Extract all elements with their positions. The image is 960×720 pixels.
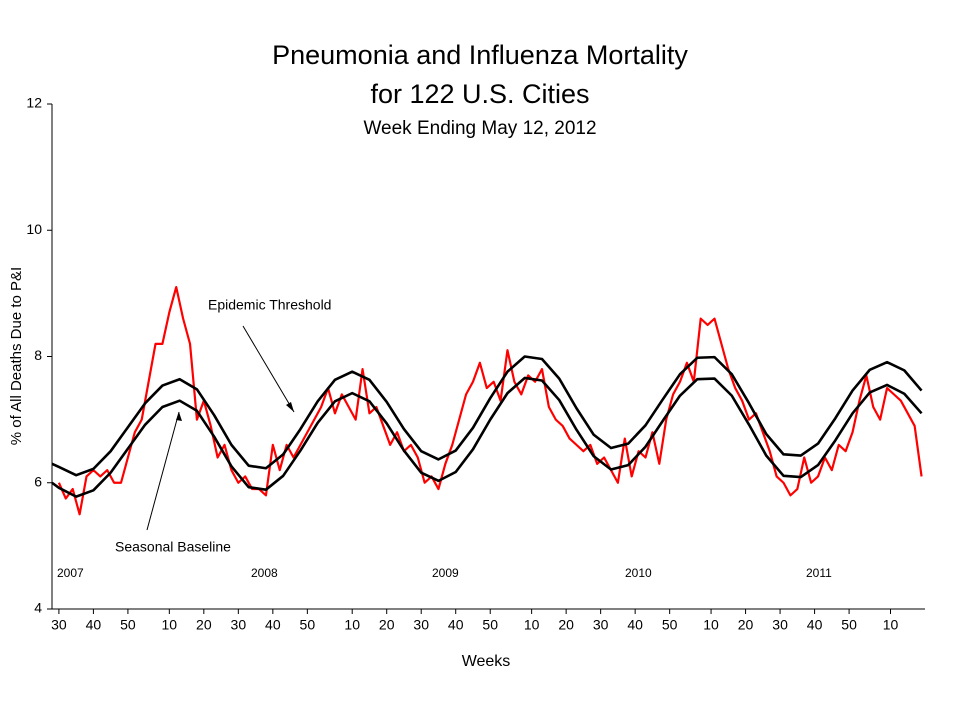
annotation: Epidemic Threshold bbox=[208, 297, 331, 313]
year-label: 2008 bbox=[251, 566, 278, 580]
annotation-arrow bbox=[242, 325, 295, 413]
x-tick-label: 40 bbox=[265, 617, 281, 633]
x-tick-label: 30 bbox=[772, 617, 788, 633]
x-tick-label: 30 bbox=[593, 617, 609, 633]
plot-area: 4 6 8 10 12 30 40 50 10 20 30 40 50 10 20 30 40 50 10 20 30 4… bbox=[26, 95, 923, 633]
y-tick-label: 10 bbox=[26, 221, 42, 237]
x-tick-label: 30 bbox=[231, 617, 247, 633]
x-tick-label: 40 bbox=[448, 617, 464, 633]
x-tick-label: 40 bbox=[627, 617, 643, 633]
y-tick-label: 8 bbox=[34, 347, 42, 363]
year-label: 2011 bbox=[806, 566, 832, 580]
x-tick-label: 30 bbox=[413, 617, 429, 633]
annotation-arrowhead bbox=[176, 412, 182, 421]
x-tick-label: 10 bbox=[344, 617, 360, 633]
chart-title: for 122 U.S. Cities bbox=[370, 79, 589, 109]
y-tick-label: 12 bbox=[26, 95, 42, 111]
x-tick-label: 10 bbox=[162, 617, 178, 633]
x-axis-label: Weeks bbox=[462, 653, 511, 670]
y-axis-label: % of All Deaths Due to P&I bbox=[8, 267, 25, 445]
x-tick-label: 40 bbox=[86, 617, 102, 633]
x-tick-label: 50 bbox=[300, 617, 316, 633]
series-line bbox=[57, 285, 923, 516]
chart-title: Pneumonia and Influenza Mortality bbox=[272, 40, 688, 70]
x-tick-label: 50 bbox=[482, 617, 498, 633]
x-tick-label: 50 bbox=[662, 617, 678, 633]
x-tick-label: 30 bbox=[51, 617, 67, 633]
y-tick-label: 4 bbox=[34, 600, 42, 616]
x-tick-label: 10 bbox=[524, 617, 540, 633]
x-tick-label: 10 bbox=[703, 617, 719, 633]
x-tick-label: 20 bbox=[196, 617, 212, 633]
annotation-arrowhead bbox=[286, 402, 294, 412]
x-tick-label: 20 bbox=[379, 617, 395, 633]
series-line bbox=[51, 376, 923, 498]
y-tick-label: 6 bbox=[34, 473, 42, 489]
year-label: 2007 bbox=[57, 566, 84, 580]
year-label: 2010 bbox=[625, 566, 652, 580]
x-tick-label: 50 bbox=[120, 617, 136, 633]
x-tick-label: 20 bbox=[558, 617, 574, 633]
x-tick-label: 50 bbox=[841, 617, 857, 633]
x-tick-label: 20 bbox=[738, 617, 754, 633]
chart-subtitle: Week Ending May 12, 2012 bbox=[363, 118, 596, 139]
series-line bbox=[51, 355, 923, 477]
annotation: Seasonal Baseline bbox=[115, 539, 231, 555]
annotation-arrow bbox=[146, 411, 180, 531]
x-tick-label: 40 bbox=[807, 617, 823, 633]
x-tick-label: 10 bbox=[883, 617, 899, 633]
year-label: 2009 bbox=[432, 566, 459, 580]
